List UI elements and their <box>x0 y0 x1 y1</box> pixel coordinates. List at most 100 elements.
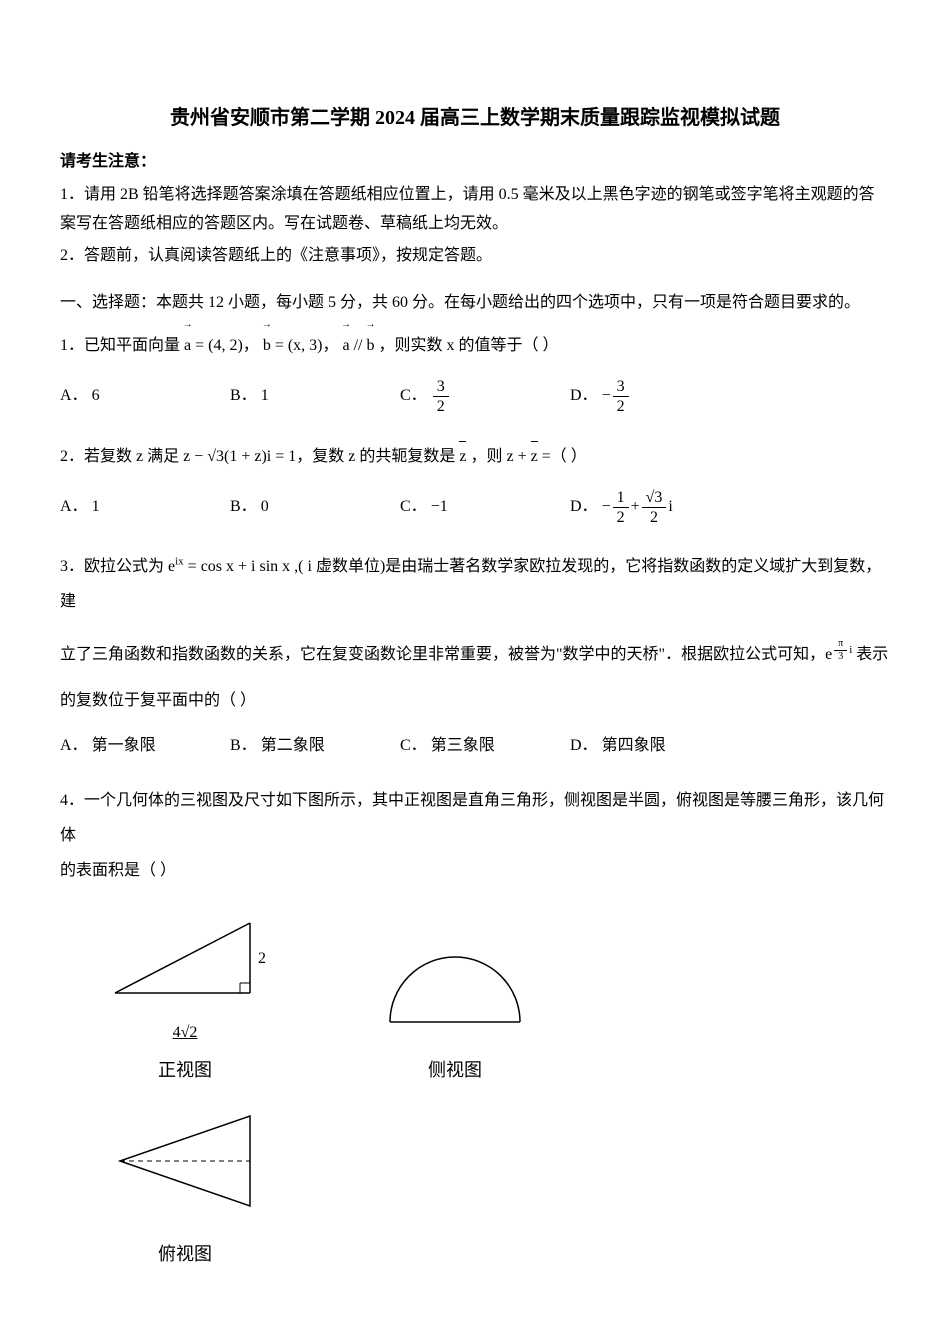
q3-l2-exp-num: π <box>834 638 847 651</box>
q2-optD-frac2: √3 2 <box>642 488 667 527</box>
q3-l2-suffix: 表示 <box>852 646 888 663</box>
q3-optB-label: B． <box>230 732 257 761</box>
side-view-svg <box>370 937 540 1037</box>
q3-l1-mid: = cos x + i sin x ,( i 虚数单位)是由瑞士著名数学家欧拉发… <box>60 558 881 610</box>
q1-option-d: D． − 3 2 <box>570 377 740 416</box>
q1-a-val: = (4, 2)， <box>195 337 259 354</box>
top-view-svg <box>100 1101 270 1221</box>
q2-option-d: D． − 1 2 + √3 2 i <box>570 488 740 527</box>
question-1: 1．已知平面向量 a = (4, 2)， b = (x, 3)， a // b … <box>60 328 890 363</box>
q1-optC-num: 3 <box>433 377 449 397</box>
top-view-caption: 俯视图 <box>100 1238 270 1270</box>
q1-optD-den: 2 <box>613 397 629 416</box>
q3-optB-val: 第二象限 <box>261 732 325 761</box>
q1-optB-label: B． <box>230 382 257 411</box>
side-view-caption: 侧视图 <box>370 1054 540 1086</box>
q2-optD-i: i <box>668 493 672 522</box>
q4-line-2: 的表面积是（ ） <box>60 853 890 888</box>
q2-option-a: A． 1 <box>60 488 230 527</box>
q2-optD-label: D． <box>570 493 598 522</box>
q3-line-2: 立了三角函数和指数函数的关系，它在复变函数论里非常重要，被誉为"数学中的天桥"．… <box>60 637 890 672</box>
question-3: 3．欧拉公式为 eix = cos x + i sin x ,( i 虚数单位)… <box>60 549 890 718</box>
q2-optB-label: B． <box>230 493 257 522</box>
notice-item-1: 1．请用 2B 铅笔将选择题答案涂填在答题纸相应位置上，请用 0.5 毫米及以上… <box>60 181 890 239</box>
vector-a: a <box>184 328 191 363</box>
q2-optD-d2: 2 <box>642 508 667 527</box>
q2-optD-d1: 2 <box>613 508 629 527</box>
q4-line-1: 4．一个几何体的三视图及尺寸如下图所示，其中正视图是直角三角形，侧视图是半圆，俯… <box>60 783 890 853</box>
question-4: 4．一个几何体的三视图及尺寸如下图所示，其中正视图是直角三角形，侧视图是半圆，俯… <box>60 783 890 889</box>
q2-option-b: B． 0 <box>230 488 400 527</box>
q1-optD-frac: 3 2 <box>613 377 629 416</box>
q1-optB-val: 1 <box>261 382 269 411</box>
top-view-block: 俯视图 <box>100 1101 270 1270</box>
q2-optA-val: 1 <box>92 493 100 522</box>
q3-l1-pre: 3．欧拉公式为 e <box>60 558 175 575</box>
q3-optC-label: C． <box>400 732 427 761</box>
front-view-svg: 2 <box>100 908 270 1008</box>
q2-optD-n2: √3 <box>642 488 667 508</box>
q1-optA-val: 6 <box>92 382 100 411</box>
front-dim-w: 4√2 <box>100 1019 270 1048</box>
q3-line-3: 的复数位于复平面中的（ ） <box>60 683 890 718</box>
q3-option-d: D． 第四象限 <box>570 732 740 761</box>
q3-l1-exp: ix <box>175 556 184 568</box>
q1-optC-frac: 3 2 <box>433 377 449 416</box>
figures-row-1: 2 4√2 正视图 侧视图 <box>100 908 890 1086</box>
vector-a-parallel: a <box>343 328 350 363</box>
q1-optD-label: D． <box>570 382 598 411</box>
vector-b-parallel: b <box>367 328 375 363</box>
exam-title: 贵州省安顺市第二学期 2024 届高三上数学期末质量跟踪监视模拟试题 <box>60 100 890 136</box>
q2-optD-frac1: 1 2 <box>613 488 629 527</box>
q2-zbar-2: z <box>531 439 538 474</box>
q2-optD-neg: − <box>602 493 611 522</box>
q3-l2-exp-den: 3 <box>834 651 847 663</box>
q1-optD-neg: − <box>602 382 611 411</box>
q2-optA-label: A． <box>60 493 88 522</box>
q1-parallel-sep: // <box>354 337 367 354</box>
q2-optC-label: C． <box>400 493 427 522</box>
q3-optA-label: A． <box>60 732 88 761</box>
q3-l2-pre: 立了三角函数和指数函数的关系，它在复变函数论里非常重要，被誉为"数学中的天桥"．… <box>60 646 832 663</box>
q2-prefix: 2．若复数 z 满足 z − √3(1 + z)i = 1，复数 z 的共轭复数… <box>60 448 459 465</box>
front-dim-h: 2 <box>258 950 266 967</box>
q1-prefix: 1．已知平面向量 <box>60 337 184 354</box>
q3-optA-val: 第一象限 <box>92 732 156 761</box>
q2-zbar-1: z <box>459 439 466 474</box>
q1-option-c: C． 3 2 <box>400 377 570 416</box>
q2-options: A． 1 B． 0 C． −1 D． − 1 2 + √3 2 i <box>60 488 890 527</box>
q3-option-c: C． 第三象限 <box>400 732 570 761</box>
q2-optB-val: 0 <box>261 493 269 522</box>
q1-options: A． 6 B． 1 C． 3 2 D． − 3 2 <box>60 377 890 416</box>
q1-suffix: ，则实数 x 的值等于（ ） <box>379 337 559 354</box>
q3-optD-val: 第四象限 <box>602 732 666 761</box>
vector-b: b <box>263 328 271 363</box>
q1-option-a: A． 6 <box>60 377 230 416</box>
notice-heading: 请考生注意： <box>60 148 890 177</box>
q3-option-a: A． 第一象限 <box>60 732 230 761</box>
q1-optD-num: 3 <box>613 377 629 397</box>
q3-l2-exp-frac: π3 <box>834 638 847 663</box>
notice-item-2: 2．答题前，认真阅读答题纸上的《注意事项》，按规定答题。 <box>60 242 890 271</box>
q3-l2-exp: π3i <box>832 644 852 656</box>
q2-optD-n1: 1 <box>613 488 629 508</box>
q1-optA-label: A． <box>60 382 88 411</box>
q2-mid: ，则 z + <box>470 448 530 465</box>
side-view-block: 侧视图 <box>370 937 540 1086</box>
q3-option-b: B． 第二象限 <box>230 732 400 761</box>
front-view-block: 2 4√2 正视图 <box>100 908 270 1086</box>
q1-option-b: B． 1 <box>230 377 400 416</box>
q2-option-c: C． −1 <box>400 488 570 527</box>
front-view-caption: 正视图 <box>100 1054 270 1086</box>
q1-optC-label: C． <box>400 382 427 411</box>
q1-b-val: = (x, 3)， <box>275 337 339 354</box>
q3-optC-val: 第三象限 <box>431 732 495 761</box>
q2-suffix: =（ ） <box>542 448 587 465</box>
question-2: 2．若复数 z 满足 z − √3(1 + z)i = 1，复数 z 的共轭复数… <box>60 439 890 474</box>
q2-optC-val: −1 <box>431 493 448 522</box>
q2-optD-plus: + <box>631 493 640 522</box>
figures-row-2: 俯视图 <box>100 1101 890 1270</box>
q1-optC-den: 2 <box>433 397 449 416</box>
q3-options: A． 第一象限 B． 第二象限 C． 第三象限 D． 第四象限 <box>60 732 890 761</box>
q3-line-1: 3．欧拉公式为 eix = cos x + i sin x ,( i 虚数单位)… <box>60 549 890 619</box>
